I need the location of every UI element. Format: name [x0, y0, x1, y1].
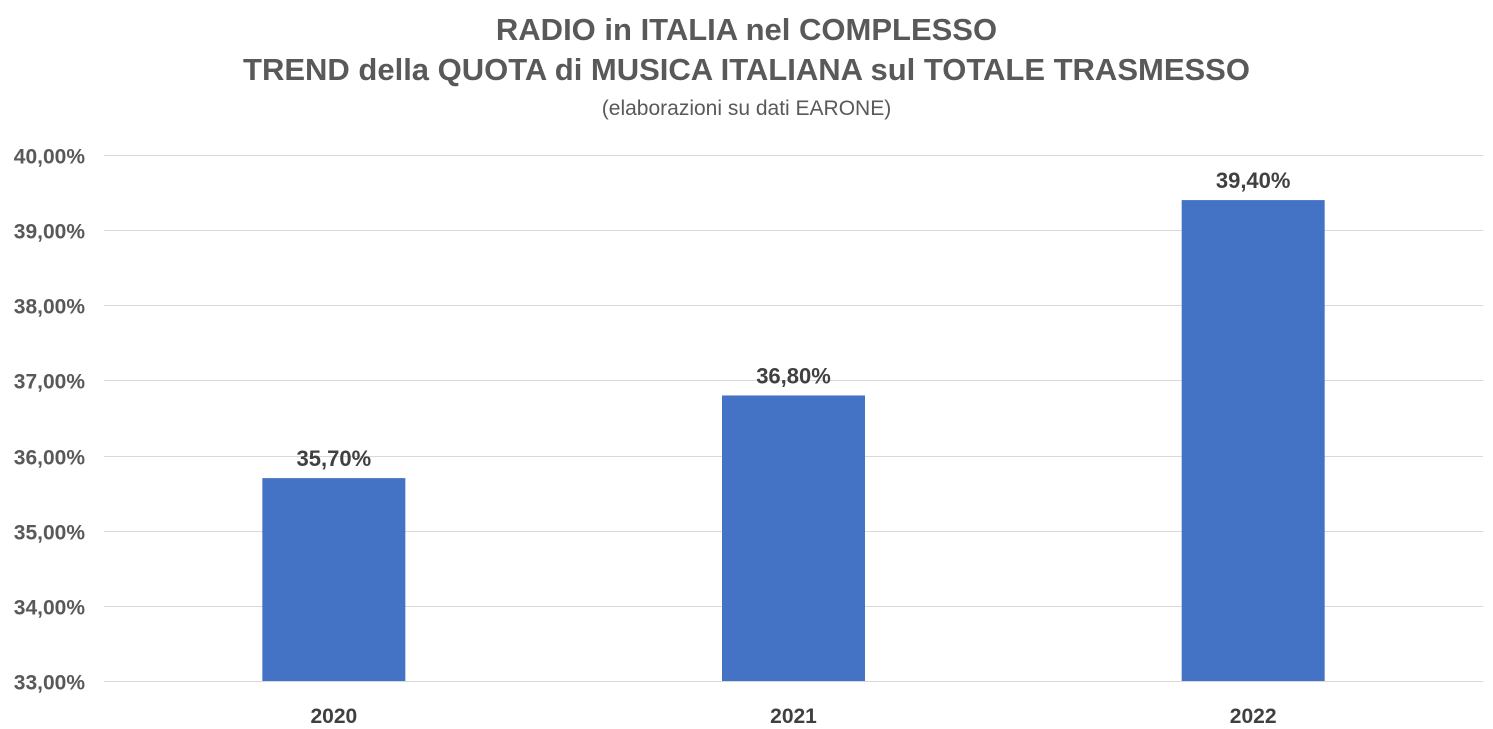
y-tick-label: 33,00%	[14, 672, 86, 695]
y-tick-label: 40,00%	[14, 146, 86, 169]
data-label-2021: 36,80%	[756, 363, 831, 388]
y-tick-label: 37,00%	[14, 371, 86, 394]
x-tick-label-2022: 2022	[1230, 705, 1277, 728]
x-tick-label-2021: 2021	[770, 705, 817, 728]
chart-subtitle: (elaborazioni su dati EARONE)	[601, 97, 892, 120]
y-tick-label: 38,00%	[14, 296, 86, 319]
bar-2021	[722, 395, 865, 681]
bar-2022	[1181, 200, 1325, 682]
bar-2020	[262, 478, 406, 681]
data-labels: 35,70% 36,80% 39,40%	[297, 168, 1291, 471]
data-label-2022: 39,40%	[1216, 168, 1291, 193]
bars	[262, 200, 1325, 682]
y-tick-label: 39,00%	[14, 221, 86, 244]
y-tick-label: 36,00%	[14, 447, 86, 470]
y-tick-label: 34,00%	[14, 597, 86, 620]
chart-title-line-1: RADIO in ITALIA nel COMPLESSO	[495, 12, 998, 47]
data-label-2020: 35,70%	[297, 446, 372, 471]
y-axis-tick-labels: 33,00% 34,00% 35,00% 36,00% 37,00% 38,00% 39,0…	[14, 146, 86, 695]
x-axis-category-labels: 2020 2021 2022	[310, 705, 1276, 728]
y-tick-label: 35,00%	[14, 522, 86, 545]
chart-header: RADIO in ITALIA nel COMPLESSO TREND dell…	[0, 10, 1493, 124]
chart-title-line-2: TREND della QUOTA di MUSICA ITALIANA sul…	[243, 52, 1250, 87]
x-tick-label-2020: 2020	[310, 705, 357, 728]
